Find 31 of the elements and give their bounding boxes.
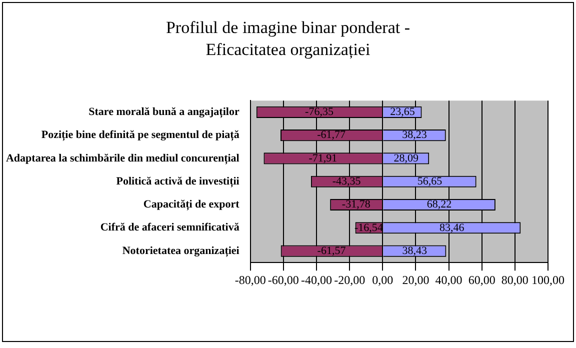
x-tick-label: -60,00 — [268, 272, 299, 287]
data-label: -61,77 — [317, 129, 346, 142]
y-tick-label: Poziție bine definită pe segmentul de piață — [41, 129, 240, 142]
data-label: -71,91 — [308, 152, 338, 164]
data-label: 28,09 — [394, 152, 419, 164]
x-tick-label: 80,00 — [501, 272, 528, 287]
x-tick-label: -80,00 — [234, 272, 266, 287]
x-tick-label: -40,00 — [300, 272, 332, 287]
x-tick-label: 100,00 — [532, 272, 564, 287]
data-label: 38,23 — [402, 129, 428, 142]
data-label: -43,35 — [332, 175, 362, 188]
chart-title: Profilul de imagine binar ponderat - Eficacitatea organizației — [164, 17, 412, 61]
x-tick-label: 0,00 — [372, 272, 394, 287]
y-tick-label: Stare morală bună a angajaților — [88, 106, 240, 118]
x-tick-label: -20,00 — [334, 272, 366, 287]
x-tick-label: 20,00 — [402, 272, 430, 287]
data-label: 68,22 — [426, 198, 452, 211]
data-label: -61,57 — [317, 244, 346, 257]
y-tick-label: Notorietatea organizației — [122, 244, 240, 257]
y-tick-label: Cifră de afaceri semnificativă — [100, 222, 240, 234]
data-label: 56,65 — [417, 175, 443, 188]
data-label: 83,46 — [440, 222, 465, 234]
y-tick-label: Adaptarea la schimbările din mediul concurențial — [6, 152, 240, 164]
x-tick-label: 60,00 — [468, 272, 496, 287]
data-label: -76,35 — [305, 106, 334, 118]
y-tick-label: Capacități de export — [143, 198, 240, 211]
y-tick-label: Politică activă de investiții — [116, 175, 240, 188]
data-label: -31,78 — [342, 198, 371, 211]
data-label: 23,65 — [390, 106, 416, 118]
x-tick-label: 40,00 — [435, 272, 462, 287]
data-label: 38,43 — [402, 244, 428, 257]
